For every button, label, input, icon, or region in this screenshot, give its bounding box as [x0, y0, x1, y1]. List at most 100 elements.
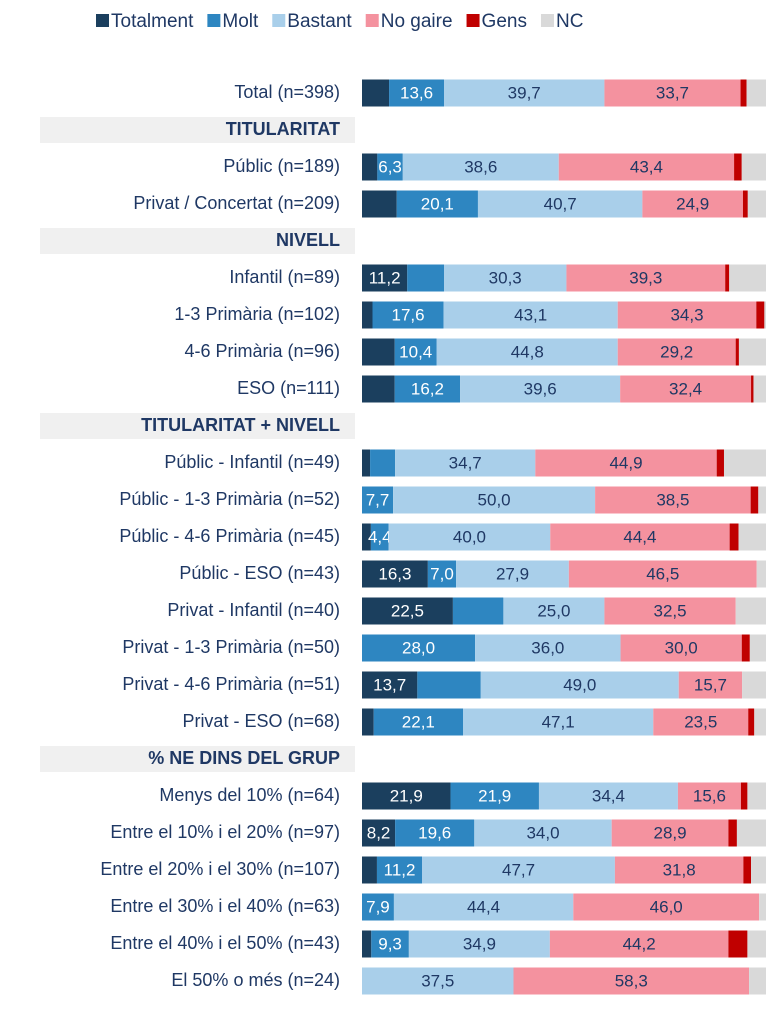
bar-segment: [362, 153, 378, 181]
value-label: 7,7: [366, 490, 390, 509]
bar-segment: [362, 264, 408, 292]
value-label: 11,2: [369, 268, 401, 287]
bar-segment: [402, 153, 559, 181]
bar-segment: [742, 190, 748, 218]
category-label: Entre el 10% i el 20% (n=97): [110, 822, 340, 842]
bar-segment: [422, 856, 615, 884]
bar-segment: [371, 930, 409, 958]
bar-segment: [738, 523, 766, 551]
legend-label: No gaire: [381, 11, 453, 32]
category-label: El 50% o més (n=24): [171, 970, 340, 990]
bar-segment: [617, 338, 736, 366]
value-label: 31,8: [663, 860, 696, 879]
bar-segment: [480, 671, 679, 699]
bar-segment: [735, 338, 739, 366]
bar-segment: [436, 338, 618, 366]
bar-segment: [611, 819, 729, 847]
value-label: 58,3: [615, 971, 648, 990]
value-label: 15,7: [694, 675, 727, 694]
bar-segment: [756, 301, 765, 329]
value-label: 28,9: [654, 823, 687, 842]
bar-segment: [677, 782, 741, 810]
value-label: 15,6: [693, 786, 726, 805]
value-label: 46,0: [650, 897, 683, 916]
bar-segment: [362, 967, 514, 995]
value-label: 28,0: [402, 638, 435, 657]
bar-segment: [617, 301, 757, 329]
bar-segment: [362, 708, 374, 736]
category-label: Privat - ESO (n=68): [182, 711, 340, 731]
bar-segment: [475, 634, 621, 662]
bar-segment: [723, 449, 766, 477]
legend-label: Totalment: [111, 11, 194, 32]
value-label: 7,9: [366, 897, 390, 916]
bar-segment: [407, 264, 445, 292]
value-label: 27,9: [496, 564, 529, 583]
bar-segment: [393, 486, 596, 514]
bar-segment: [393, 893, 574, 921]
value-label: 46,5: [646, 564, 679, 583]
value-label: 44,2: [623, 934, 656, 953]
value-label: 32,5: [654, 601, 687, 620]
bar-segment: [758, 486, 766, 514]
bar-segment: [362, 930, 372, 958]
value-label: 38,5: [656, 490, 689, 509]
value-label: 44,4: [623, 527, 656, 546]
bar-segment: [738, 338, 766, 366]
bar-segment: [394, 338, 437, 366]
bar-segment: [558, 153, 735, 181]
bar-segment: [362, 782, 451, 810]
bar-segment: [362, 634, 476, 662]
bar-segment: [749, 967, 766, 995]
bar-segment: [750, 486, 759, 514]
bar-segment: [377, 153, 403, 181]
value-label: 8,2: [367, 823, 391, 842]
value-label: 34,4: [592, 786, 625, 805]
value-label: 36,0: [531, 638, 564, 657]
bar-segment: [417, 671, 481, 699]
legend-swatch: [207, 14, 221, 27]
bar-segment: [362, 301, 373, 329]
bar-segment: [743, 856, 752, 884]
bar-segment: [370, 523, 389, 551]
section-header: TITULARITAT: [226, 119, 340, 139]
category-label: Entre el 20% i el 30% (n=107): [100, 859, 340, 879]
bar-segment: [362, 597, 453, 625]
bar-segment: [513, 967, 750, 995]
value-label: 22,1: [402, 712, 435, 731]
bar-segment: [741, 153, 766, 181]
bar-segment: [754, 708, 766, 736]
section-band: [40, 228, 355, 254]
bar-segment: [395, 819, 475, 847]
bar-segment: [742, 671, 766, 699]
value-label: 38,6: [464, 157, 497, 176]
bar-segment: [756, 560, 766, 588]
bar-segment: [427, 560, 457, 588]
category-label: Menys del 10% (n=64): [159, 785, 340, 805]
bar-segment: [716, 449, 724, 477]
category-label: Entre el 40% i el 50% (n=43): [110, 933, 340, 953]
bar-segment: [474, 819, 612, 847]
section-band: [40, 413, 355, 439]
bar-segment: [614, 856, 744, 884]
legend-swatch: [272, 14, 286, 27]
value-label: 13,6: [400, 83, 433, 102]
bar-segment: [444, 79, 605, 107]
value-label: 39,6: [524, 379, 557, 398]
value-label: 33,7: [656, 83, 689, 102]
bar-segment: [734, 153, 742, 181]
bar-segment: [642, 190, 743, 218]
bar-segment: [747, 190, 766, 218]
bar-segment: [450, 782, 539, 810]
value-label: 21,9: [390, 786, 423, 805]
bar-segment: [728, 930, 748, 958]
value-label: 19,6: [418, 823, 451, 842]
value-label: 47,1: [542, 712, 575, 731]
legend-label: Molt: [222, 11, 259, 32]
value-label: 24,9: [676, 194, 709, 213]
value-label: 11,2: [384, 860, 416, 879]
bar-segment: [725, 264, 730, 292]
category-label: Públic (n=189): [223, 156, 340, 176]
bar-segment: [751, 856, 766, 884]
value-label: 44,9: [609, 453, 642, 472]
